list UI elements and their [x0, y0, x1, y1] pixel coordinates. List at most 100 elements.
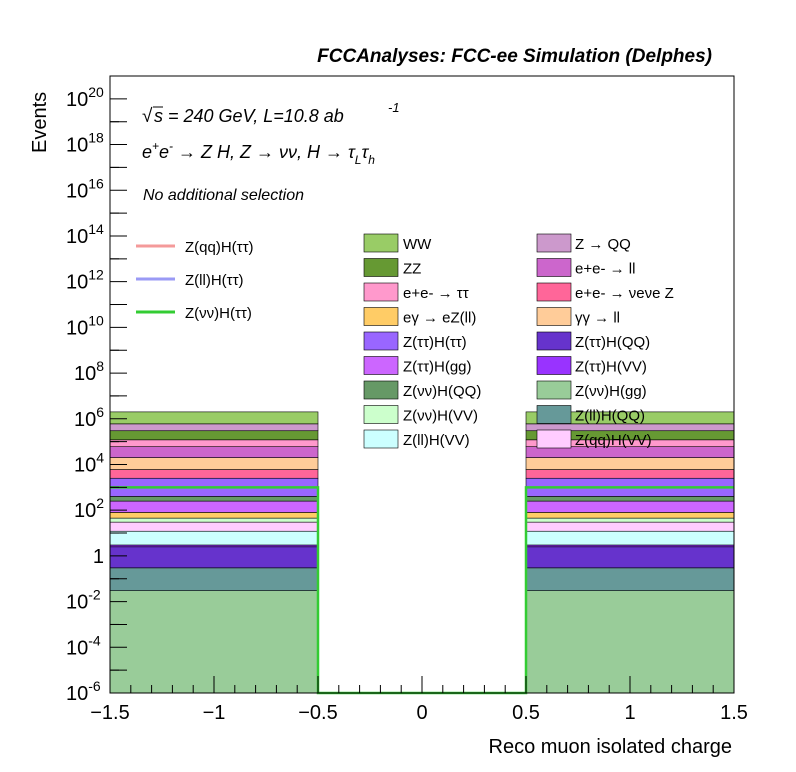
bar-right-9: [525, 496, 735, 502]
legend-label: γγ → ll: [575, 310, 620, 327]
y-tick-label: 1018: [66, 130, 104, 157]
x-tick-label: 1: [624, 702, 635, 724]
bar-right-12: [525, 457, 735, 470]
bar-left-9: [109, 496, 319, 502]
energy-label-group: √ s = 240 GeV, L=10.8 ab -1: [142, 100, 400, 127]
y-tick-label: 106: [74, 404, 104, 431]
bar-left-8: [109, 500, 319, 513]
legend-label: eγ → eZ(ll): [403, 310, 476, 327]
bar-left-4: [109, 530, 319, 546]
y-tick-label: 1014: [66, 221, 104, 248]
legend-label: e+e- → νeνe Z: [575, 285, 674, 302]
legend-swatch: [363, 307, 399, 326]
legend-swatch: [363, 405, 399, 424]
legend-swatch: [363, 429, 399, 449]
legend-label: e+e- → ττ: [403, 285, 469, 302]
legend-label: Z(νν)H(QQ): [403, 383, 481, 400]
legend-swatch: [536, 429, 572, 449]
legend-signal-lines: Z(qq)H(ττ) Z(ll)H(ττ) Z(νν)H(ττ): [136, 239, 254, 322]
legend-swatch: [363, 356, 399, 375]
bar-right-5: [525, 521, 735, 532]
bar-right-2: [525, 546, 735, 569]
bar-left-6: [109, 517, 319, 523]
y-tick-label: 1016: [66, 175, 104, 202]
legend-swatch: [536, 405, 572, 424]
process-label: e+e- → Z H, Z → νν, H → τLτh: [142, 139, 375, 167]
bar-right-4: [525, 530, 735, 546]
y-tick-label: 1012: [66, 267, 104, 294]
y-tick-label: 10-2: [66, 587, 101, 614]
legend-swatch: [363, 380, 399, 400]
bar-right-6: [525, 517, 735, 523]
y-tick-label: 10-4: [66, 632, 101, 659]
legend-label: Z → QQ: [575, 236, 631, 253]
bar-left-7: [109, 512, 319, 519]
bar-right-7: [525, 512, 735, 519]
legend-label: Z(ττ)H(QQ): [575, 334, 650, 351]
legend-swatch: [363, 282, 399, 302]
bar-right-11: [525, 469, 735, 479]
legend-swatch: [363, 331, 399, 351]
legend-swatch: [536, 307, 572, 326]
x-tick-label: −1: [203, 702, 226, 724]
legend-label: WW: [403, 236, 432, 253]
y-tick-label: 1: [93, 546, 104, 568]
legend-label: e+e- → ll: [575, 261, 635, 278]
energy-exponent: -1: [388, 100, 400, 115]
x-tick-label: 0: [416, 702, 427, 724]
sqrt-symbol: √: [142, 106, 153, 127]
y-tick-label: 10-6: [66, 678, 101, 705]
bar-left-11: [109, 469, 319, 479]
legend-swatch: [536, 331, 572, 351]
axis-ticks: −1.5 −1 −0.5 0 0.5 1 1.5 10-6 10-4 10-2 1 102 104 106…: [66, 84, 748, 724]
y-tick-label: 1010: [66, 312, 104, 339]
energy-label: s = 240 GeV, L=10.8 ab: [154, 106, 344, 126]
legend-label: Z(qq)H(VV): [575, 432, 652, 449]
legend-label: ZZ: [403, 261, 421, 278]
legend-label: Z(νν)H(VV): [403, 408, 478, 425]
legend-swatch: [536, 356, 572, 375]
legend-swatch: [363, 233, 399, 253]
bar-left-12: [109, 457, 319, 470]
y-tick-label: 102: [74, 495, 104, 522]
bar-right-1: [525, 567, 735, 591]
bar-left-13: [109, 446, 319, 458]
bar-left-15: [109, 430, 319, 441]
chart-title: FCCAnalyses: FCC-ee Simulation (Delphes): [317, 46, 712, 67]
y-tick-label: 108: [74, 358, 104, 385]
stacked-histogram: [109, 411, 735, 694]
x-tick-label: 1.5: [720, 702, 748, 724]
y-tick-label: 1020: [66, 84, 104, 111]
legend-swatch: [536, 258, 572, 277]
bar-left-1: [109, 567, 319, 591]
legend-line-label: Z(qq)H(ττ): [185, 239, 254, 256]
y-tick-label: 104: [74, 449, 104, 476]
bar-left-0: [109, 590, 319, 694]
legend-swatch: [536, 282, 572, 302]
x-tick-label: −0.5: [298, 702, 337, 724]
legend-swatch: [363, 258, 399, 277]
legend-label: Z(νν)H(gg): [575, 383, 647, 400]
legend-line-label: Z(νν)H(ττ): [185, 305, 252, 322]
bar-left-16: [109, 423, 319, 432]
legend-label: Z(ττ)H(VV): [575, 359, 647, 376]
legend-label: Z(ll)H(VV): [403, 432, 470, 449]
bar-left-14: [109, 439, 319, 447]
legend-label: Z(ττ)H(ττ): [403, 334, 467, 351]
bar-left-2: [109, 546, 319, 569]
y-axis-label: Events: [29, 92, 51, 153]
legend-swatch: [536, 233, 572, 253]
legend-label: Z(ll)H(QQ): [575, 408, 645, 425]
legend-backgrounds: WW ZZ e+e- → ττ eγ → eZ(ll) Z(ττ)H(ττ) Z(ττ)H…: [363, 233, 674, 449]
bar-right-16: [525, 423, 735, 432]
selection-label: No additional selection: [143, 187, 304, 204]
legend-label: Z(ττ)H(gg): [403, 359, 472, 376]
legend-swatch: [536, 380, 572, 400]
legend-line-label: Z(ll)H(ττ): [185, 272, 244, 289]
bar-right-8: [525, 500, 735, 513]
x-tick-label: 0.5: [512, 702, 540, 724]
x-axis-label: Reco muon isolated charge: [489, 736, 732, 758]
x-tick-label: −1.5: [90, 702, 129, 724]
bar-left-5: [109, 521, 319, 532]
